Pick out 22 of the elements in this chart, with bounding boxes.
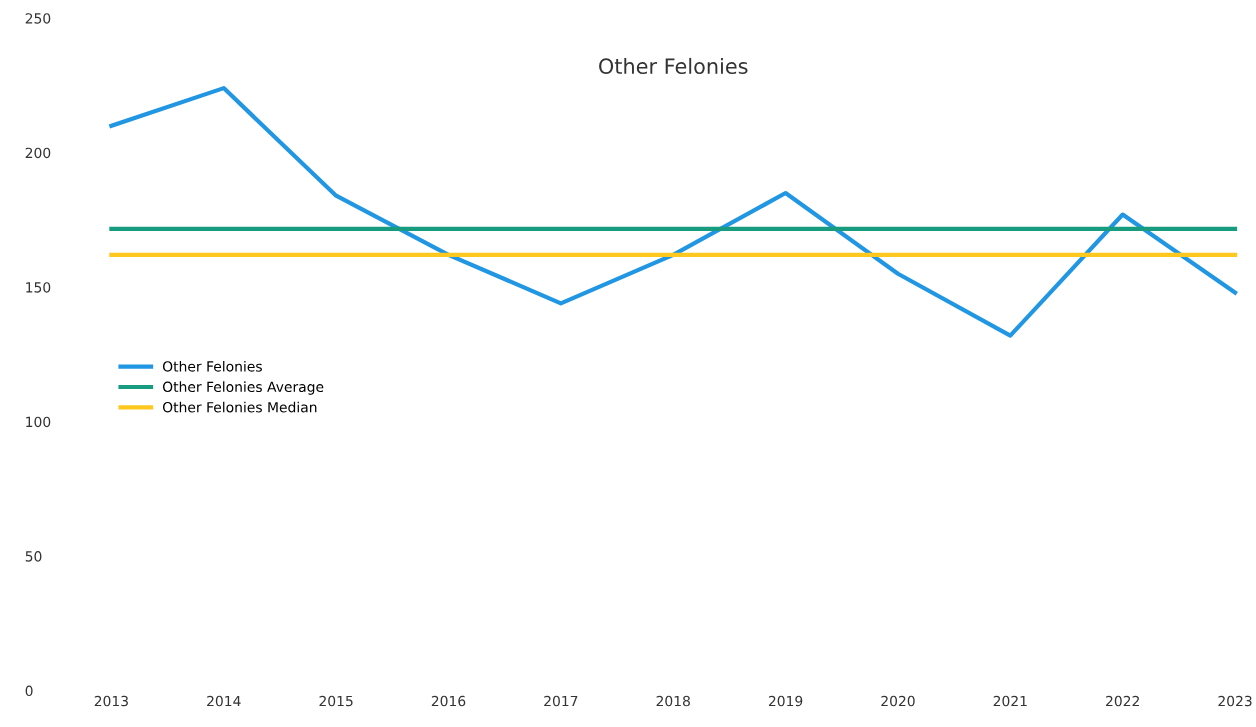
x-tick-label: 2018 bbox=[656, 695, 690, 707]
x-tick-label: 2017 bbox=[544, 695, 578, 707]
x-tick-label: 2023 bbox=[1218, 695, 1252, 707]
x-tick-label: 2015 bbox=[319, 695, 353, 707]
x-tick-label: 2021 bbox=[993, 695, 1027, 707]
x-tick-label: 2020 bbox=[881, 695, 915, 707]
x-tick-label: 2013 bbox=[94, 695, 128, 707]
text: Other Felonies bbox=[599, 57, 748, 75]
x-tick-label: 2016 bbox=[431, 695, 466, 707]
y-tick-label: 50 bbox=[25, 551, 42, 562]
y-tick-label: 100 bbox=[26, 416, 51, 428]
x-tick-label: 2022 bbox=[1106, 695, 1139, 707]
y-tick-label: 250 bbox=[25, 13, 51, 24]
legend-label: Other Felonies bbox=[162, 360, 262, 372]
y-tick-label: 200 bbox=[25, 147, 51, 159]
legend-label: Other Felonies Average bbox=[162, 381, 324, 395]
y-tick-label: 0 bbox=[25, 685, 33, 697]
x-tick-label: 2019 bbox=[768, 695, 803, 707]
y-tick-label: 150 bbox=[26, 282, 51, 293]
line-series bbox=[109, 86, 1238, 338]
legend-label: Other Felonies Median bbox=[162, 401, 317, 413]
x-tick-label: 2014 bbox=[207, 695, 241, 707]
